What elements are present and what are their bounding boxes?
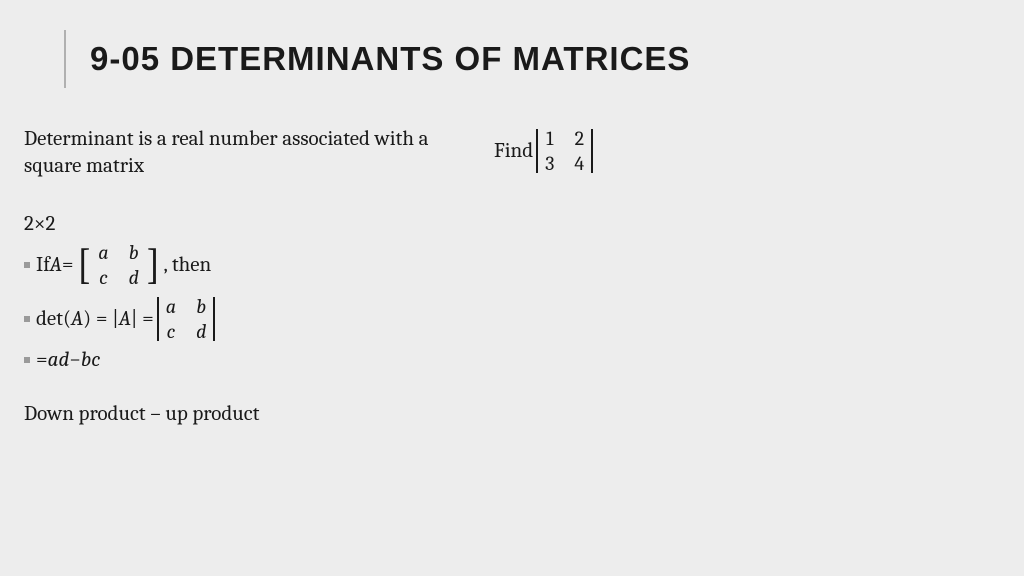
cell-a: a [166, 295, 176, 318]
cell-c: c [98, 266, 108, 289]
var-A: A [71, 307, 83, 331]
eq-text: = [62, 253, 74, 277]
det-text: det( [36, 307, 71, 331]
title-block: 9-05 DETERMINANTS OF MATRICES [64, 30, 960, 88]
cell-c: 3 [545, 152, 554, 175]
definition-text: Determinant is a real number associated … [24, 126, 454, 180]
formula-ad: ad [48, 348, 70, 372]
right-column: Find 1 2 3 4 [494, 126, 596, 176]
det-close: ) = | [83, 307, 119, 331]
bullet-formula: = ad − bc [24, 348, 454, 372]
bullet-marker [24, 316, 30, 322]
cell-d: 4 [574, 152, 584, 175]
cell-b: 2 [574, 127, 584, 150]
det-bar-right [213, 297, 215, 341]
cell-b: b [129, 241, 139, 264]
cell-d: d [196, 320, 206, 343]
matrix-det: a b c d [157, 294, 216, 344]
content-columns: Determinant is a real number associated … [64, 126, 960, 426]
formula-minus: − [69, 348, 81, 372]
left-column: Determinant is a real number associated … [24, 126, 454, 426]
bracket-left: [ [77, 246, 92, 284]
bracket-right: ] [146, 246, 161, 284]
slide: 9-05 DETERMINANTS OF MATRICES Determinan… [0, 0, 1024, 576]
bullet-marker [24, 357, 30, 363]
formula-eq: = [36, 348, 48, 372]
cell-a: 1 [545, 127, 554, 150]
det-bar-right [591, 129, 593, 173]
cell-d: d [129, 266, 139, 289]
abs-A: A [119, 307, 131, 331]
abs-close: | = [131, 307, 154, 331]
then-text: , then [164, 253, 212, 277]
matrix-A-square: [ a b c d ] [77, 240, 161, 290]
cell-c: c [166, 320, 176, 343]
cell-a: a [98, 241, 108, 264]
page-title: 9-05 DETERMINANTS OF MATRICES [90, 40, 690, 78]
matrix-body: a b c d [91, 240, 146, 290]
bullet-det: det( A ) = | A | = a b c d [24, 294, 454, 344]
cell-b: b [196, 295, 206, 318]
dimension-header: 2×2 [24, 212, 454, 236]
bullet-if: If A = [ a b c d ] , then [24, 240, 454, 290]
footer-text: Down product – up product [24, 402, 454, 426]
matrix-body: 1 2 3 4 [538, 126, 591, 176]
find-row: Find 1 2 3 4 [494, 126, 596, 176]
find-label: Find [494, 139, 533, 163]
var-A: A [50, 253, 62, 277]
if-text: If [36, 253, 50, 277]
formula-bc: bc [81, 348, 101, 372]
bullet-marker [24, 262, 30, 268]
title-rule [64, 30, 66, 88]
matrix-body: a b c d [159, 294, 214, 344]
matrix-find: 1 2 3 4 [536, 126, 593, 176]
